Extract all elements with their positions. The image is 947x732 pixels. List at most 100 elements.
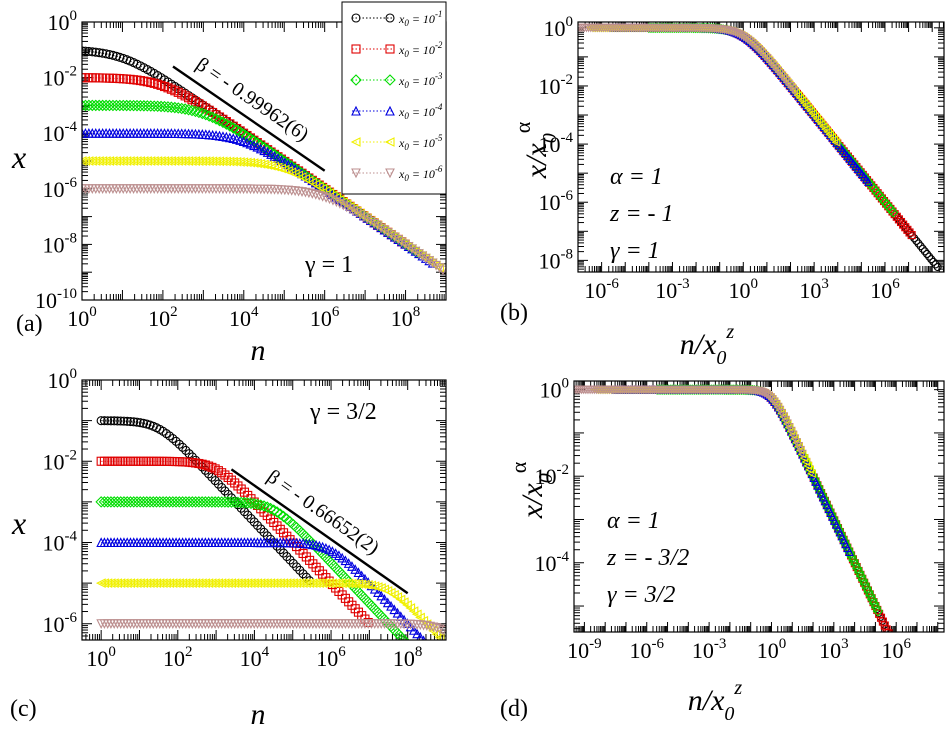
x-tick-label: 104: [240, 644, 270, 671]
series-connector: [157, 75, 162, 78]
x-tick-label: 10-3: [692, 636, 727, 663]
data-point: [379, 594, 390, 604]
data-layer: [82, 46, 446, 276]
data-point: [769, 61, 778, 71]
data-point: [400, 239, 411, 250]
data-point: [237, 128, 250, 141]
series-connector: [156, 427, 160, 430]
series-connector: [291, 171, 296, 175]
data-point: [341, 198, 352, 209]
data-point: [855, 570, 867, 582]
y-tick-label: 10-2: [43, 64, 78, 91]
series-connector: [174, 90, 179, 93]
y-axis-label: x: [11, 139, 26, 175]
x-tick-label: 106: [881, 636, 911, 663]
data-point: [389, 604, 400, 615]
data-point: [146, 77, 156, 88]
series-connector: [126, 59, 131, 62]
parameter-annotation: α = 1: [610, 164, 663, 190]
data-point: [174, 439, 184, 449]
data-point: [304, 188, 314, 199]
x-tick-label: 104: [229, 304, 259, 331]
data-point: [265, 146, 277, 158]
data-point: [386, 600, 396, 611]
series-connector: [160, 77, 165, 81]
data-point: [178, 442, 188, 452]
data-point: [779, 74, 789, 84]
data-point: [905, 672, 912, 679]
series-connector: [202, 463, 206, 466]
data-point: [261, 501, 274, 513]
y-tick-label: 10-2: [43, 447, 78, 474]
data-point: [181, 445, 191, 455]
series-x0--3: [95, 496, 410, 640]
y-tick-label: 10-4: [539, 130, 574, 157]
series-connector: [397, 596, 402, 600]
data-point: [282, 531, 292, 541]
data-point: [788, 84, 798, 94]
series-x0--4: [96, 537, 428, 640]
data-point: [101, 49, 111, 59]
data-point: [786, 82, 795, 91]
series-connector: [270, 153, 275, 157]
data-point: [912, 236, 921, 245]
series-connector: [219, 135, 224, 137]
data-point: [321, 193, 331, 203]
data-point: [217, 116, 229, 129]
series-connector: [205, 464, 209, 467]
series-connector: [166, 433, 170, 437]
data-point: [389, 232, 400, 243]
data-point: [749, 41, 759, 50]
data-point: [267, 504, 280, 516]
series-connector: [354, 569, 359, 573]
series-connector: [345, 560, 349, 564]
series-x0--5: [95, 578, 445, 640]
x-tick-label: 106: [870, 276, 900, 303]
series-connector: [356, 210, 361, 214]
data-point: [269, 161, 280, 172]
data-point: [927, 255, 936, 264]
data-point: [193, 106, 205, 119]
series-x0--6: [96, 619, 446, 636]
data-point: [405, 603, 416, 613]
series-connector: [224, 474, 229, 478]
series-connector: [328, 549, 333, 552]
series-connector: [133, 62, 138, 65]
data-point: [909, 680, 916, 687]
series-connector: [208, 465, 213, 468]
series-connector: [358, 572, 362, 577]
series-connector: [99, 52, 103, 54]
series-connector: [147, 69, 151, 72]
data-point: [411, 609, 422, 620]
data-point: [197, 459, 207, 469]
data-point: [867, 594, 878, 605]
series-connector: [400, 599, 405, 603]
series-connector: [361, 575, 366, 580]
data-point: [196, 107, 209, 120]
series-connector: [195, 110, 199, 113]
x-tick-label: 102: [163, 644, 193, 671]
series-connector: [109, 54, 114, 56]
data-point: [272, 521, 282, 531]
data-point: [104, 49, 115, 60]
data-point: [171, 436, 181, 446]
data-point: [331, 197, 342, 208]
series-connector: [149, 424, 154, 427]
data-point: [760, 51, 770, 61]
series-connector: [400, 616, 405, 621]
data-point: [194, 458, 204, 469]
series-connector: [294, 173, 299, 176]
series-connector: [305, 178, 310, 181]
data-point: [424, 256, 435, 266]
series-connector: [410, 607, 415, 612]
series-connector: [348, 563, 353, 567]
data-point: [756, 47, 766, 57]
series-x0--6: [82, 184, 446, 276]
data-point: [928, 719, 935, 726]
series-connector: [140, 80, 144, 82]
data-point: [139, 76, 149, 86]
series-connector: [413, 629, 418, 634]
series-connector: [274, 155, 279, 159]
series-connector: [136, 63, 141, 67]
series-connector: [140, 422, 144, 424]
